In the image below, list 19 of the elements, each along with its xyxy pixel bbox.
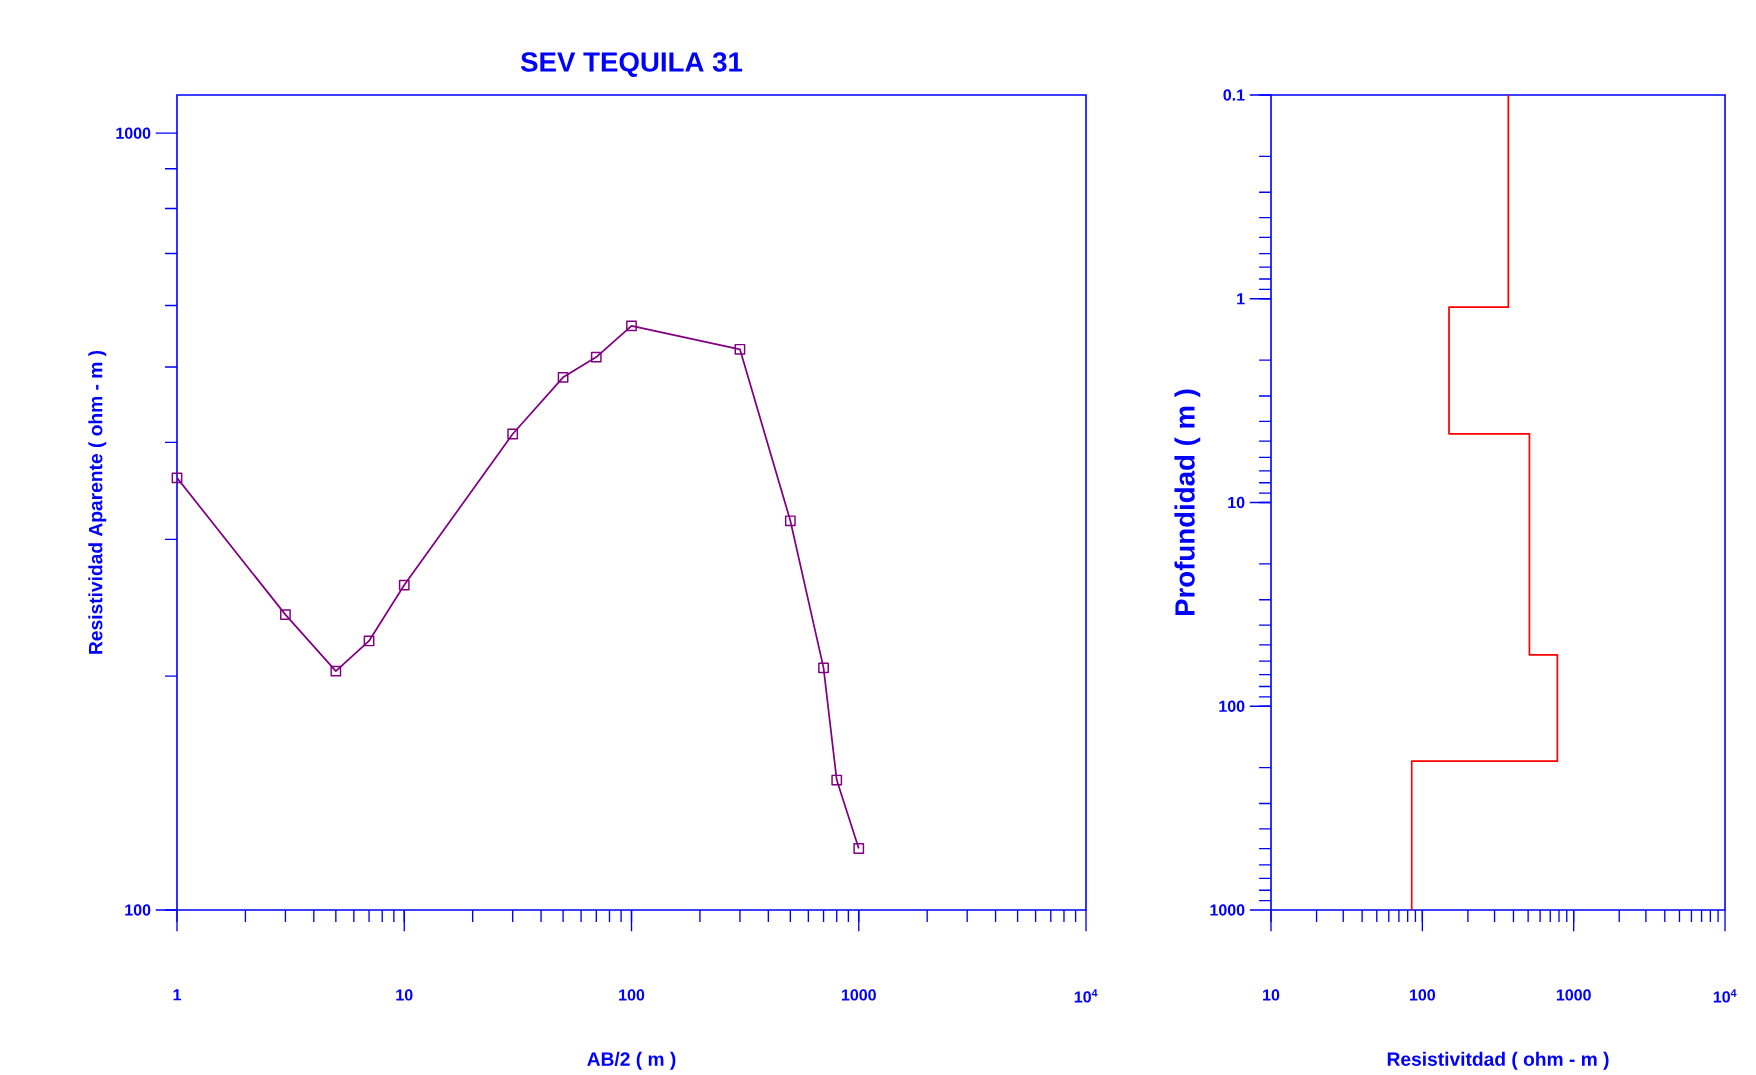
x-tick-label: 1 (173, 989, 181, 1001)
x-tick-label: 1000 (841, 989, 876, 1001)
x-axis-title: Resistivitdad ( ohm - m ) (1387, 1051, 1609, 1070)
x-tick-label: 1000 (1556, 989, 1591, 1001)
y-tick-label: 1 (1237, 293, 1245, 305)
y-axis-title: Profundidad ( m ) (1174, 389, 1201, 616)
x-tick-label: 10$^{4}$ (1713, 989, 1737, 1003)
chart-title: SEV TEQUILA 31 (520, 52, 743, 77)
y-tick-label: 100 (1219, 700, 1245, 712)
x-tick-label: 10 (1263, 989, 1280, 1001)
x-tick-label: 10$^{4}$ (1074, 989, 1098, 1003)
x-tick-label: 10 (396, 989, 413, 1001)
y-tick-label: 1000 (1210, 904, 1245, 916)
y-axis-title: Resistividad Aparente ( ohm - m ) (88, 350, 107, 654)
x-tick-label: 100 (619, 989, 645, 1001)
y-tick-label: 0.1 (1223, 89, 1245, 101)
y-tick-label: 10 (1228, 496, 1245, 509)
x-tick-label: 100 (1410, 989, 1436, 1001)
x-axis-title: AB/2 ( m ) (587, 1051, 676, 1070)
